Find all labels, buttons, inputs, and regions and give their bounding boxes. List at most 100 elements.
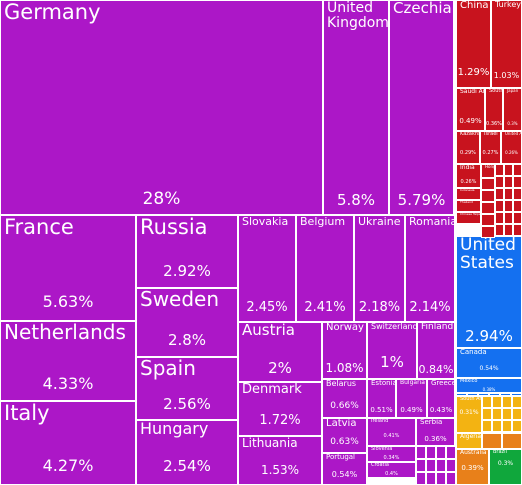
tile-value-croatia: 0.4% <box>385 471 398 477</box>
tile-slovakia: Slovakia 2.45% <box>238 215 296 322</box>
africa-small-tile <box>492 420 502 432</box>
tile-label-france: France <box>4 215 74 239</box>
tile-value-germany: 28% <box>142 189 181 209</box>
asia-small-tile <box>495 188 504 200</box>
africa-small-tile <box>482 408 492 420</box>
tile-label-india: India <box>460 164 475 171</box>
tile-label-chinese-taipei: Chinese Taipei <box>460 212 481 216</box>
tile-serbia: Serbia 0.36% <box>416 418 455 446</box>
tile-label-indonesia: Indonesia <box>460 188 475 192</box>
tile-label-netherlands: Netherlands <box>4 321 126 344</box>
tile-saudi-arabia: Saudi Arabia 0.49% <box>456 88 485 131</box>
tile-canada: Canada 0.54% <box>456 348 522 378</box>
tile-label-portugal: Portugal <box>326 453 355 461</box>
tile-label-sweden: Sweden <box>140 288 220 311</box>
tile-switzerland: Switzerland 1% <box>367 322 417 379</box>
tile-value-brazil: 0.3% <box>497 460 514 467</box>
asia-small-tile <box>513 224 522 236</box>
tile-value-india: 0.26% <box>460 179 477 185</box>
tile-label-hong-kong: Hong Kong <box>485 164 495 169</box>
tile-norway: Norway 1.08% <box>322 322 367 379</box>
asia-small-tile <box>481 226 495 238</box>
tile-lithuania: Lithuania 1.53% <box>238 436 322 485</box>
tile-label-thailand: Thailand <box>460 200 473 204</box>
tile-indonesia: Indonesia <box>456 188 481 200</box>
tile-value-south-africa: 0.31% <box>459 409 479 416</box>
tile-value-spain: 2.56% <box>163 395 211 413</box>
tile-value-saudi-arabia: 0.49% <box>459 117 482 125</box>
tile-czechia: Czechia 5.79% <box>389 0 454 215</box>
tile-value-israel: 0.27% <box>482 150 499 156</box>
asia-small-tile <box>495 224 504 236</box>
tile-label-italy: Italy <box>4 401 50 425</box>
tile-greece: Greece 0.43% <box>427 379 455 418</box>
tile-ireland: Ireland 0.41% <box>367 418 416 446</box>
asia-small-tile <box>513 164 522 176</box>
tile-thailand: Thailand <box>456 200 481 212</box>
tile-value-belarus: 0.66% <box>330 401 359 411</box>
tile-label-bulgaria: Bulgaria <box>400 379 425 386</box>
tile-latvia: Latvia 0.63% <box>322 418 367 453</box>
tile-label-estonia: Estonia <box>371 379 396 387</box>
asia-small-tile <box>513 212 522 224</box>
tile-value-united-kingdom: 5.8% <box>336 191 376 209</box>
tile-label-belarus: Belarus <box>326 379 357 388</box>
tile-slovenia: Slovenia 0.34% <box>367 446 416 462</box>
tile-united-states: United States 2.94% <box>456 236 522 348</box>
asia-small-tile <box>504 188 513 200</box>
tile-label-belgium: Belgium <box>300 215 346 228</box>
africa-small-tile <box>492 408 502 420</box>
tile-value-ukraine: 2.18% <box>358 300 401 315</box>
tile-hungary: Hungary 2.54% <box>136 420 238 485</box>
north-america-small-tile <box>489 393 500 396</box>
tile-finland: Finland 0.84% <box>417 322 455 379</box>
asia-small-tile <box>481 214 495 226</box>
africa-small-tile <box>482 420 492 432</box>
tile-label-denmark: Denmark <box>242 382 302 397</box>
europe-small-tile <box>446 446 456 459</box>
tile-label-austria: Austria <box>242 322 295 339</box>
europe-small-tile <box>426 472 436 485</box>
tile-label-china: China <box>460 0 489 11</box>
tile-russia: Russia 2.92% <box>136 215 238 288</box>
tile-netherlands: Netherlands 4.33% <box>0 321 136 401</box>
tile-value-denmark: 1.72% <box>259 413 301 428</box>
tile-label-hungary: Hungary <box>140 420 209 438</box>
africa-small-tile <box>492 396 502 408</box>
tile-label-serbia: Serbia <box>420 418 443 426</box>
tile-denmark: Denmark 1.72% <box>238 382 322 436</box>
oceania-small-tile <box>502 433 522 449</box>
tile-label-south-africa: South Africa <box>460 396 482 402</box>
tile-value-united-arab-emirates: 0.26% <box>505 150 518 155</box>
asia-small-tile <box>513 188 522 200</box>
tile-label-canada: Canada <box>460 348 487 356</box>
tile-belgium: Belgium 2.41% <box>296 215 354 322</box>
tile-label-algeria: Algeria <box>460 433 482 440</box>
tile-label-finland: Finland <box>421 322 454 332</box>
oceania-small-tile <box>482 433 502 449</box>
tile-value-greece: 0.43% <box>429 406 453 414</box>
tile-label-latvia: Latvia <box>326 418 357 429</box>
asia-small-tile <box>495 200 504 212</box>
tile-china: China 1.29% <box>456 0 491 88</box>
tile-value-belgium: 2.41% <box>304 300 346 315</box>
tile-label-romania: Romania <box>409 215 455 228</box>
tile-value-kazakhstan: 0.29% <box>460 150 476 156</box>
europe-small-tile <box>436 446 446 459</box>
tile-value-portugal: 0.54% <box>331 470 358 479</box>
tile-italy: Italy 4.27% <box>0 401 136 485</box>
tile-value-austria: 2% <box>268 359 292 377</box>
tile-algeria: Algeria <box>456 433 482 449</box>
africa-small-tile <box>482 396 492 408</box>
tile-value-romania: 2.14% <box>409 300 451 315</box>
tile-label-turkey: Turkey <box>495 0 522 9</box>
tile-label-croatia: Croatia <box>371 462 389 468</box>
tile-france: France 5.63% <box>0 215 136 321</box>
north-america-small-tile <box>467 393 478 396</box>
asia-small-tile <box>513 176 522 188</box>
asia-small-tile <box>504 200 513 212</box>
africa-small-tile <box>512 420 522 432</box>
asia-small-tile <box>504 224 513 236</box>
tile-brazil: Brazil 0.3% <box>489 449 522 485</box>
